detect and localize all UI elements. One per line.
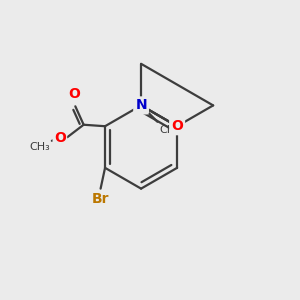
Text: O: O [54, 131, 66, 145]
Text: N: N [135, 98, 147, 112]
Text: Br: Br [92, 192, 109, 206]
Text: CH₃: CH₃ [29, 142, 50, 152]
Text: CH₃: CH₃ [159, 125, 180, 135]
Text: O: O [68, 87, 80, 101]
Text: O: O [171, 119, 183, 133]
